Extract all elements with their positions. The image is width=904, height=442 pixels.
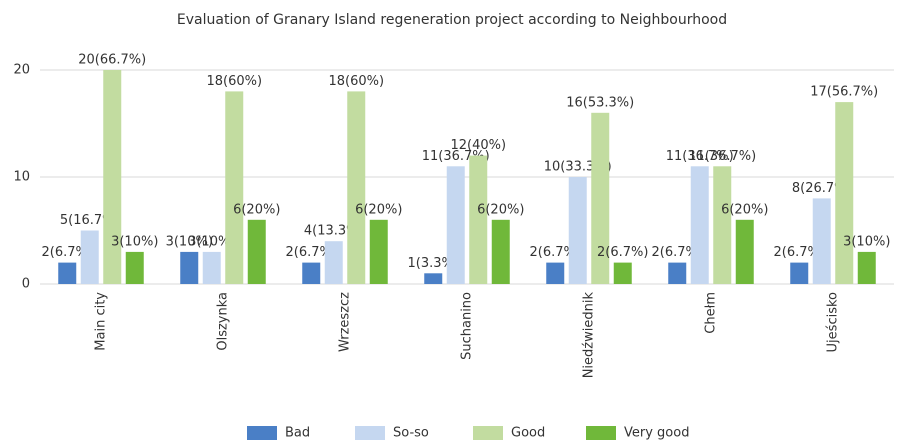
- bar: [735, 219, 754, 284]
- bar: [469, 155, 488, 284]
- x-tick-label: Niedźwiednik: [582, 292, 597, 379]
- value-label: 16(53.3%): [566, 95, 634, 110]
- bar: [324, 241, 343, 284]
- bar: [812, 198, 831, 284]
- bar: [247, 219, 266, 284]
- value-label: 3(10%): [166, 234, 213, 249]
- bar: [80, 230, 99, 284]
- x-tick-label: Suchanino: [460, 292, 475, 360]
- legend-label: Bad: [285, 426, 310, 441]
- x-tick-label: Ujeścisko: [826, 292, 841, 352]
- bar: [302, 262, 321, 284]
- bar: [568, 177, 587, 284]
- bar: [668, 262, 687, 284]
- x-tick-label: Main city: [94, 292, 109, 351]
- bar: [369, 219, 388, 284]
- value-label: 1(3.3%): [408, 256, 459, 271]
- legend-swatch: [586, 426, 616, 440]
- x-tick-label: Chełm: [704, 292, 719, 334]
- bar: [103, 70, 122, 284]
- y-tick-label: 10: [13, 170, 30, 185]
- bar: [180, 251, 199, 284]
- value-label: 2(6.7%): [286, 245, 337, 260]
- y-tick-label: 0: [22, 277, 30, 292]
- bar: [446, 166, 465, 284]
- bar: [202, 251, 221, 284]
- value-label: 2(6.7%): [774, 245, 825, 260]
- value-label: 11(36.7%): [688, 149, 756, 164]
- value-label: 18(60%): [328, 74, 384, 89]
- legend-swatch: [247, 426, 277, 440]
- legend-swatch: [355, 426, 385, 440]
- bar: [347, 91, 366, 285]
- legend-swatch: [473, 426, 503, 440]
- bar: [491, 219, 510, 284]
- value-label: 6(20%): [477, 202, 524, 217]
- bar: [713, 166, 732, 284]
- bar: [790, 262, 809, 284]
- value-label: 12(40%): [450, 138, 506, 153]
- bar: [613, 262, 632, 284]
- bar: [690, 166, 709, 284]
- value-label: 2(6.7%): [652, 245, 703, 260]
- value-label: 6(20%): [355, 202, 402, 217]
- bar: [835, 102, 854, 284]
- y-tick-label: 20: [13, 63, 30, 78]
- value-label: 3(10%): [111, 234, 158, 249]
- value-label: 6(20%): [233, 202, 280, 217]
- value-label: 2(6.7%): [597, 245, 648, 260]
- bar: [424, 273, 443, 284]
- bar: [125, 251, 144, 284]
- bar: [857, 251, 876, 284]
- bar: [546, 262, 565, 284]
- value-label: 3(10%): [843, 234, 890, 249]
- legend-label: So-so: [393, 426, 429, 441]
- chart-title: Evaluation of Granary Island regeneratio…: [177, 12, 727, 28]
- value-label: 2(6.7%): [42, 245, 93, 260]
- value-label: 20(66.7%): [78, 53, 146, 68]
- value-label: 17(56.7%): [810, 85, 878, 100]
- legend-label: Very good: [624, 426, 689, 441]
- value-label: 2(6.7%): [530, 245, 581, 260]
- bar: [591, 112, 610, 284]
- value-label: 18(60%): [206, 74, 262, 89]
- x-tick-label: Olszynka: [216, 292, 231, 351]
- value-label: 11(36.7%): [666, 149, 734, 164]
- bar: [225, 91, 244, 285]
- bar: [58, 262, 77, 284]
- legend-label: Good: [511, 426, 545, 441]
- value-label: 6(20%): [721, 202, 768, 217]
- x-tick-label: Wrzeszcz: [338, 292, 353, 352]
- value-label: 3(10%): [188, 234, 235, 249]
